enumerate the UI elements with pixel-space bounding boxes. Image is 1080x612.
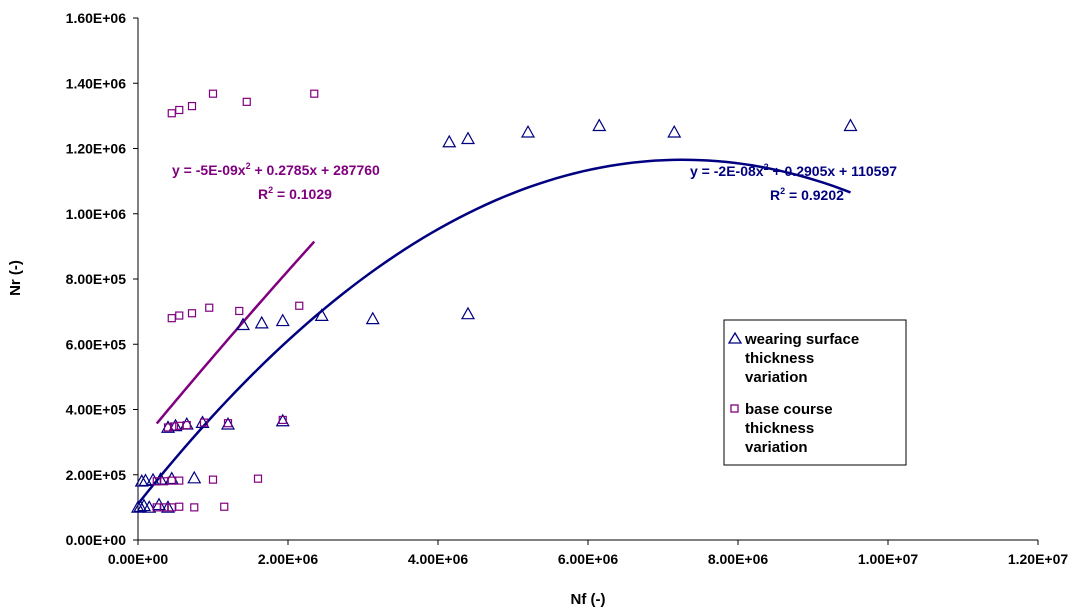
triangle-data-point: [275, 313, 290, 327]
square-data-point: [175, 502, 184, 511]
y-tick-label: 1.00E+06: [66, 206, 127, 222]
base-course-trendline: [155, 240, 316, 425]
square-data-point: [182, 421, 191, 430]
triangle-data-point: [187, 470, 202, 484]
x-tick-label: 1.20E+07: [1008, 551, 1069, 567]
triangle-data-point: [592, 118, 607, 132]
y-axis-ticks: 0.00E+00 2.00E+05 4.00E+05 6.00E+05 8.00E+05…: [66, 10, 138, 548]
square-data-point: [278, 415, 287, 425]
base-course-equation: y = -5E-09x2 + 0.2785x + 287760: [172, 161, 380, 178]
y-tick-label: 6.00E+05: [66, 336, 127, 352]
x-axis-ticks: 0.00E+00 2.00E+06 4.00E+06 6.00E+06 8.00E+06…: [108, 540, 1069, 567]
y-tick-label: 0.00E+00: [66, 532, 127, 548]
triangle-data-point: [134, 474, 149, 487]
triangle-data-point: [235, 317, 251, 331]
x-axis-title: Nf (-): [571, 591, 606, 608]
triangle-data-point: [365, 311, 380, 325]
triangle-data-point: [314, 308, 329, 321]
triangle-data-point: [520, 124, 536, 138]
base-course-trendline-label: y = -5E-09x2 + 0.2785x + 287760 R2 = 0.1…: [172, 161, 380, 202]
triangle-data-point: [138, 473, 153, 487]
square-data-point: [190, 503, 199, 512]
square-data-point: [187, 309, 197, 318]
triangle-data-point: [667, 124, 682, 138]
y-axis-title: Nr (-): [7, 260, 24, 296]
legend-item-wearing-surface: wearing surface thickness variation: [727, 331, 859, 386]
y-tick-label: 1.20E+06: [66, 141, 127, 157]
data-points: [130, 89, 858, 513]
y-tick-label: 1.40E+06: [66, 75, 127, 91]
wearing-surface-trendline-label: y = -2E-08x2 + 0.2905x + 110597 R2 = 0.9…: [690, 162, 897, 203]
square-data-point: [167, 109, 176, 118]
square-data-point: [175, 476, 184, 485]
x-tick-label: 0.00E+00: [108, 551, 169, 567]
triangle-data-point: [460, 131, 476, 145]
triangle-marker-icon: [727, 331, 743, 344]
triangle-data-point: [254, 315, 269, 329]
x-tick-label: 4.00E+06: [408, 551, 469, 567]
triangle-data-point: [168, 418, 183, 432]
square-data-point: [223, 419, 233, 428]
y-tick-label: 4.00E+05: [66, 402, 127, 418]
triangle-data-point: [442, 134, 457, 148]
square-data-point: [242, 97, 251, 106]
square-data-point: [163, 423, 173, 432]
y-tick-label: 2.00E+05: [66, 467, 127, 483]
triangle-data-point: [843, 118, 858, 132]
y-tick-label: 1.60E+06: [66, 10, 127, 26]
legend-label-line: thickness: [745, 350, 814, 367]
triangle-data-point: [133, 499, 148, 513]
wearing-surface-r2: R2 = 0.9202: [770, 186, 844, 203]
square-data-point: [310, 89, 319, 98]
triangle-data-point: [142, 500, 157, 513]
y-tick-label: 8.00E+05: [66, 271, 127, 287]
x-tick-label: 1.00E+07: [858, 551, 919, 567]
base-course-r2: R2 = 0.1029: [258, 185, 332, 202]
legend-label-line: wearing surface: [744, 331, 859, 348]
base-course-series: [152, 89, 319, 512]
legend-label-line: thickness: [745, 420, 814, 437]
square-data-point: [235, 306, 244, 316]
square-data-point: [208, 475, 218, 484]
x-tick-label: 2.00E+06: [258, 551, 319, 567]
wearing-surface-trendline: [137, 158, 851, 505]
legend: wearing surface thickness variation base…: [723, 319, 907, 466]
legend-label-line: variation: [745, 439, 808, 456]
square-marker-icon: [730, 404, 739, 413]
triangle-data-point: [460, 306, 476, 320]
x-tick-label: 6.00E+06: [558, 551, 619, 567]
square-data-point: [175, 311, 184, 320]
square-data-point: [220, 502, 229, 511]
triangle-data-point: [160, 500, 176, 513]
legend-label-line: variation: [745, 369, 808, 386]
square-data-point: [169, 422, 179, 431]
square-data-point: [208, 89, 218, 98]
square-data-point: [175, 105, 184, 115]
legend-label-line: base course: [745, 401, 833, 418]
square-data-point: [167, 314, 176, 323]
square-data-point: [205, 303, 214, 312]
legend-item-base-course: base course thickness variation: [730, 401, 833, 456]
square-data-point: [187, 101, 197, 111]
square-data-point: [295, 301, 304, 310]
trendlines: [137, 158, 851, 505]
wearing-surface-equation: y = -2E-08x2 + 0.2905x + 110597: [690, 162, 897, 179]
square-data-point: [253, 474, 263, 483]
square-data-point: [199, 418, 209, 427]
triangle-data-point: [195, 415, 210, 428]
legend-box: [723, 319, 907, 466]
triangle-data-point: [130, 500, 146, 513]
x-tick-label: 8.00E+06: [708, 551, 769, 567]
